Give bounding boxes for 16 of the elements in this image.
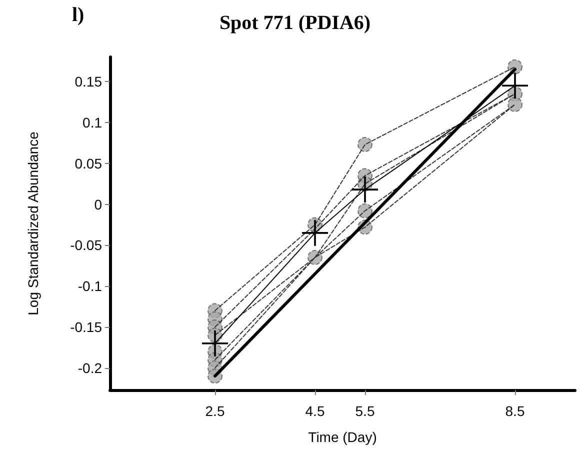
y-tick-label: 0: [94, 196, 102, 212]
x-tick-label: 8.5: [505, 403, 525, 419]
x-axis-title: Time (Day): [308, 429, 377, 445]
text: l): [72, 4, 84, 27]
y-tick-label: 0.05: [74, 155, 102, 172]
x-tick-label: 2.5: [205, 403, 225, 419]
y-tick-label: -0.05: [70, 237, 102, 254]
x-tick-label: 4.5: [305, 403, 325, 419]
y-tick-label: -0.2: [78, 360, 102, 376]
y-tick-label: -0.1: [78, 278, 102, 294]
y-tick-label: 0.1: [82, 114, 102, 130]
y-tick-label: 0.15: [74, 74, 102, 90]
y-tick-label: -0.15: [70, 319, 102, 335]
y-axis-title: Log Standardized Abundance: [25, 131, 41, 316]
chart-title: Spot 771 (PDIA6): [219, 12, 371, 34]
x-tick-label: 5.5: [355, 403, 375, 419]
